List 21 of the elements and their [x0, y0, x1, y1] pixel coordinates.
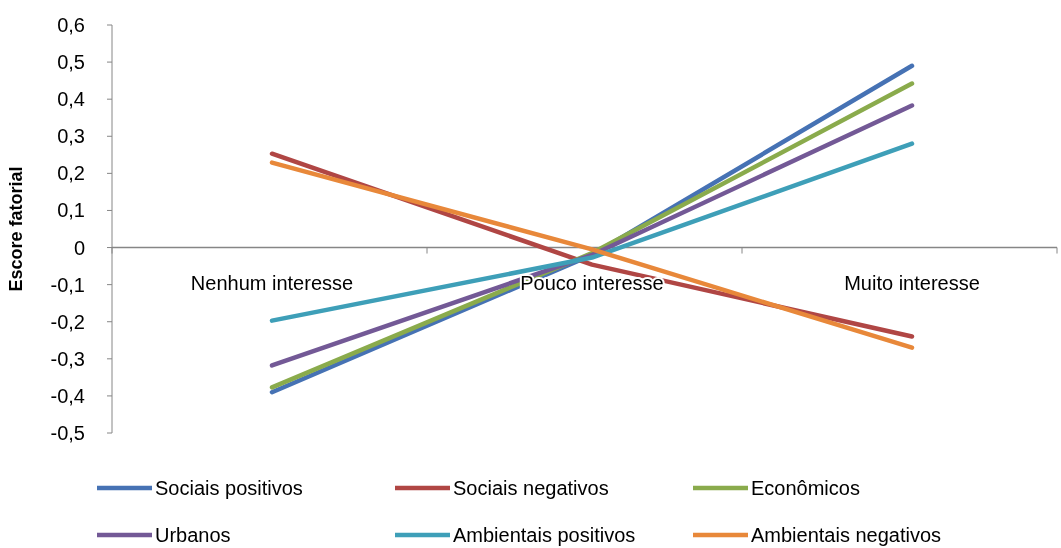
- legend-label: Urbanos: [155, 524, 231, 546]
- legend-label: Ambientais negativos: [751, 524, 942, 546]
- y-tick-label: -0,5: [50, 422, 85, 444]
- y-tick-label: -0,4: [50, 384, 85, 407]
- x-tick-label: Nenhum interesse: [190, 271, 354, 294]
- x-tick-label: Muito interesse: [844, 271, 980, 294]
- y-tick-label: 0: [73, 236, 85, 259]
- y-axis-title: Escore fatorial: [6, 166, 26, 292]
- legend-label: Sociais positivos: [155, 477, 303, 499]
- y-tick-label: -0,2: [50, 310, 85, 333]
- legend-label: Sociais negativos: [453, 477, 609, 499]
- y-tick-label: 0,3: [57, 125, 85, 148]
- y-tick-label: 0,4: [57, 88, 85, 111]
- legend-label: Econômicos: [751, 477, 860, 499]
- y-tick-label: -0,3: [50, 347, 85, 370]
- y-tick-label: 0,1: [57, 199, 85, 222]
- y-tick-label: 0,6: [57, 14, 85, 36]
- y-tick-label: 0,2: [57, 162, 85, 185]
- y-tick-label: -0,1: [50, 273, 85, 296]
- y-tick-label: 0,5: [57, 51, 85, 74]
- legend-label: Ambientais positivos: [453, 524, 636, 546]
